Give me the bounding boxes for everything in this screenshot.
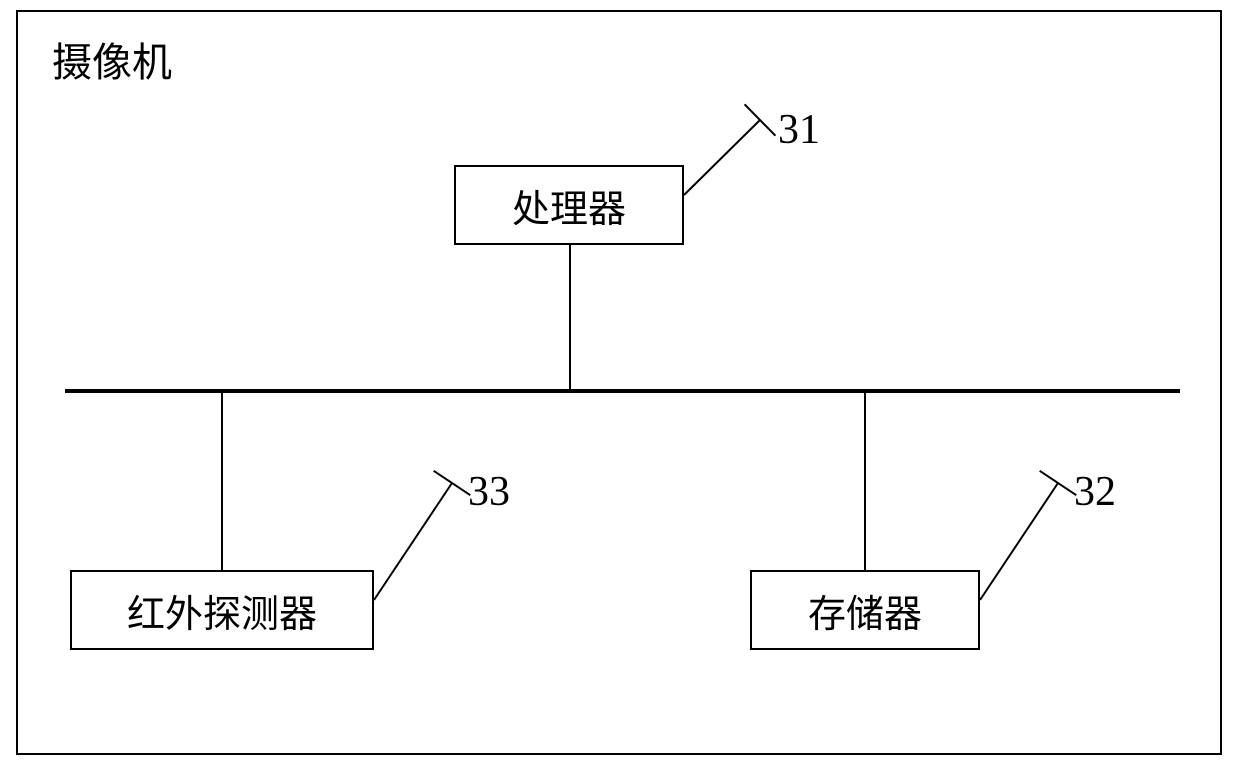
node-ir-detector: 红外探测器 bbox=[70, 570, 374, 650]
node-processor: 处理器 bbox=[454, 165, 684, 245]
node-memory-label: 存储器 bbox=[808, 583, 922, 638]
ref-ir-detector: 33 bbox=[468, 468, 510, 516]
node-memory: 存储器 bbox=[750, 570, 980, 650]
node-ir-detector-label: 红外探测器 bbox=[127, 583, 317, 638]
ref-processor: 31 bbox=[778, 106, 820, 154]
ref-memory: 32 bbox=[1074, 468, 1116, 516]
diagram-canvas: 摄像机 处理器 31 存储器 32 红外探测器 33 bbox=[0, 0, 1240, 770]
node-processor-label: 处理器 bbox=[512, 178, 626, 233]
diagram-title: 摄像机 bbox=[52, 30, 172, 88]
